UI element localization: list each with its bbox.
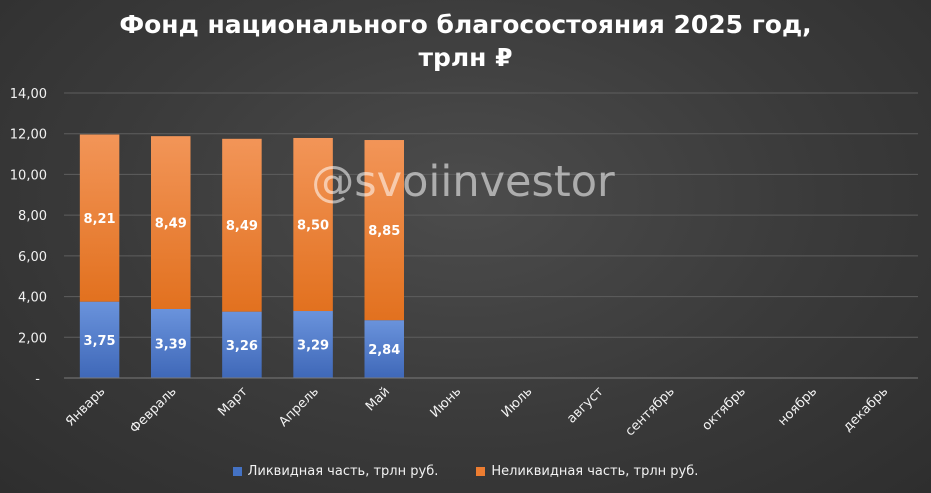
bar-liquid (364, 320, 404, 378)
x-tick-label: октябрь (699, 384, 749, 434)
y-tick-label: 14,00 (10, 87, 47, 102)
bar-liquid (151, 308, 191, 378)
x-tick-label: Март (215, 384, 251, 420)
x-tick-label: Январь (63, 384, 108, 429)
data-label-liquid: 3,26 (226, 339, 258, 354)
x-tick-label: Февраль (127, 384, 179, 436)
data-label-illiquid: 8,21 (84, 212, 116, 227)
legend-swatch-illiquid (476, 467, 486, 476)
legend: Ликвидная часть, трлн руб. Неликвидная ч… (0, 464, 931, 479)
legend-label-illiquid: Неликвидная часть, трлн руб. (491, 464, 699, 479)
chart-title: Фонд национального благосостояния 2025 г… (0, 8, 931, 74)
bar-illiquid (222, 138, 262, 312)
y-tick-label: 4,00 (18, 291, 47, 306)
legend-swatch-liquid (232, 467, 242, 476)
data-label-illiquid: 8,50 (297, 219, 329, 234)
data-label-illiquid: 8,49 (226, 219, 258, 234)
y-tick-label: 8,00 (18, 209, 47, 224)
bar-liquid (222, 311, 262, 378)
x-tick-label: август (564, 384, 607, 427)
legend-label-liquid: Ликвидная часть, трлн руб. (247, 464, 439, 479)
bar-illiquid (79, 134, 120, 302)
data-label-liquid: 3,39 (155, 337, 187, 352)
x-tick-label: Май (363, 384, 393, 414)
data-label-liquid: 3,75 (84, 334, 116, 349)
chart-title-line-2: трлн ₽ (418, 43, 513, 72)
x-tick-label: Июль (499, 384, 536, 421)
y-tick-label: 6,00 (18, 250, 47, 265)
watermark-text: @svoiinvestor (311, 157, 615, 207)
chart-title-line-1: Фонд национального благосостояния 2025 г… (119, 10, 812, 39)
bar-liquid (293, 311, 333, 378)
data-label-illiquid: 8,49 (155, 217, 187, 232)
bar-illiquid (364, 140, 404, 321)
y-tick-label: 2,00 (18, 331, 47, 346)
bar-illiquid (151, 136, 191, 309)
y-tick-label: 10,00 (10, 168, 47, 183)
y-tick-label: 12,00 (10, 128, 47, 143)
data-label-liquid: 2,84 (368, 343, 400, 358)
x-tick-label: сентябрь (623, 384, 678, 439)
data-label-illiquid: 8,85 (368, 224, 400, 239)
data-label-liquid: 3,29 (297, 339, 329, 354)
x-tick-label: Апрель (276, 384, 322, 430)
y-tick-label: - (35, 372, 40, 387)
x-tick-label: Июнь (428, 384, 465, 421)
bar-liquid (79, 301, 120, 378)
x-tick-label: ноябрь (775, 384, 820, 429)
legend-item-liquid: Ликвидная часть, трлн руб. (232, 464, 439, 479)
legend-item-illiquid: Неликвидная часть, трлн руб. (476, 464, 698, 479)
bar-illiquid (293, 137, 333, 312)
x-tick-label: декабрь (841, 384, 892, 435)
